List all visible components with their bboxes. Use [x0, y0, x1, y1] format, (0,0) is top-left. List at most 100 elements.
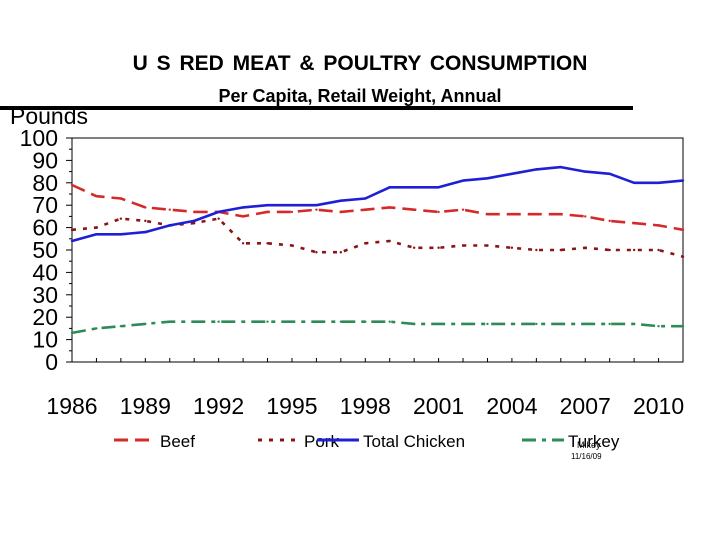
data-point	[486, 322, 489, 326]
data-point	[681, 228, 685, 232]
data-point	[193, 210, 196, 214]
data-point	[339, 210, 343, 214]
data-point	[364, 197, 367, 200]
data-point	[193, 320, 196, 323]
data-point	[388, 320, 391, 323]
data-point	[70, 228, 74, 232]
data-point	[412, 208, 416, 211]
data-point	[241, 215, 245, 218]
data-point	[535, 212, 538, 216]
y-axis-label: Pounds	[10, 103, 88, 129]
title-underline	[0, 106, 633, 110]
legend-label: Turkey	[568, 432, 620, 451]
y-tick-label: 100	[20, 125, 58, 151]
y-tick-label: 30	[32, 282, 58, 308]
data-point	[657, 181, 660, 184]
data-point	[632, 322, 636, 326]
data-point	[315, 204, 318, 207]
data-point	[388, 206, 391, 209]
x-tick-label: 1989	[120, 393, 171, 419]
data-point	[144, 230, 147, 234]
series-line-total-chicken	[71, 165, 684, 243]
data-point	[510, 172, 514, 176]
data-point	[168, 208, 171, 211]
y-tick-label: 80	[32, 170, 58, 196]
data-point	[657, 224, 660, 227]
x-tick-label: 2007	[560, 393, 611, 419]
data-point	[144, 206, 147, 209]
data-point	[315, 320, 318, 323]
data-point	[290, 204, 294, 207]
data-point	[266, 320, 269, 323]
data-point	[119, 233, 123, 236]
data-point	[510, 212, 514, 216]
data-point	[388, 186, 391, 189]
data-point	[95, 233, 98, 236]
y-tick-label: 70	[32, 192, 58, 218]
data-point	[608, 219, 611, 223]
series-line-turkey	[71, 320, 683, 335]
data-point	[584, 322, 587, 326]
data-point	[217, 210, 220, 214]
chart-subtitle: Per Capita, Retail Weight, Annual	[218, 86, 502, 106]
y-tick-label: 50	[32, 237, 58, 263]
data-point	[657, 248, 660, 252]
data-point	[681, 255, 685, 258]
data-point	[559, 248, 562, 252]
data-point	[168, 320, 171, 323]
data-point	[681, 324, 685, 328]
x-tick-label: 1995	[266, 393, 317, 419]
data-point	[584, 246, 587, 249]
data-point	[510, 246, 514, 249]
x-tick-label: 2004	[486, 393, 537, 419]
data-point	[461, 244, 465, 247]
data-point	[290, 210, 294, 214]
series-line-beef	[71, 183, 684, 232]
data-point	[608, 172, 611, 176]
y-tick-label: 40	[32, 259, 58, 285]
legend-label: Beef	[160, 432, 195, 451]
data-point	[559, 322, 562, 326]
data-point	[486, 177, 489, 180]
data-point	[412, 322, 416, 326]
data-point	[217, 320, 220, 323]
data-point	[486, 244, 489, 247]
data-point	[461, 179, 465, 182]
data-point	[437, 186, 440, 189]
data-point	[535, 322, 538, 326]
legend-label: Total Chicken	[363, 432, 465, 451]
data-point	[217, 217, 220, 220]
data-point	[510, 322, 514, 326]
data-point	[339, 320, 343, 323]
y-tick-label: 0	[45, 349, 58, 375]
data-point	[70, 239, 74, 243]
data-point	[168, 224, 171, 227]
data-point	[559, 165, 562, 169]
data-point	[364, 320, 367, 323]
data-point	[681, 179, 685, 182]
data-point	[339, 251, 343, 254]
data-point	[535, 168, 538, 171]
data-point	[95, 195, 98, 198]
data-point	[70, 183, 74, 187]
data-point	[486, 212, 489, 216]
data-point	[290, 244, 294, 247]
data-point	[241, 320, 245, 323]
footnote-date: 11/16/09	[571, 452, 602, 461]
data-point	[70, 331, 74, 335]
data-point	[584, 215, 587, 218]
data-point	[632, 221, 636, 225]
data-point	[364, 242, 367, 245]
data-point	[437, 322, 440, 326]
data-point	[266, 210, 269, 214]
data-point	[241, 206, 245, 209]
data-point	[95, 226, 98, 229]
data-point	[95, 327, 98, 330]
data-point	[437, 210, 440, 214]
footnote-author: Mikey	[577, 440, 601, 450]
data-point	[266, 242, 269, 245]
data-point	[535, 248, 538, 252]
data-point	[608, 248, 611, 252]
x-tick-label: 1992	[193, 393, 244, 419]
